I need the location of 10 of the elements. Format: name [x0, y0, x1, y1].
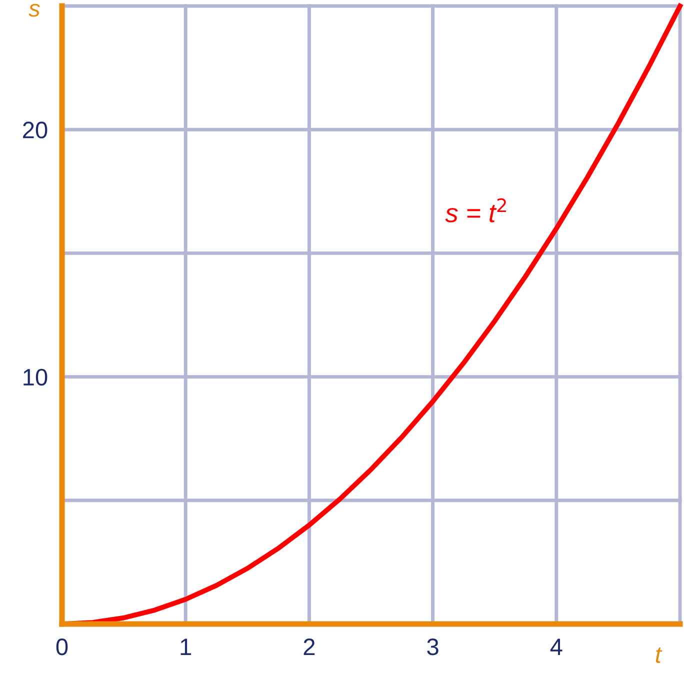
annotation: s = t$^{2}$ — [445, 198, 506, 222]
x-tick-label: 3 — [427, 638, 438, 656]
x-axis-title: t — [656, 647, 662, 663]
y-axis-title: s — [28, 4, 40, 17]
x-tick-label: 2 — [304, 638, 315, 655]
x-tick-label: 4 — [550, 638, 562, 655]
x-tick-label: 0 — [56, 638, 68, 656]
y-tick-label: 20 — [23, 122, 48, 138]
x-tick-label: 1 — [180, 638, 192, 655]
y-tick-label: 10 — [24, 368, 48, 386]
